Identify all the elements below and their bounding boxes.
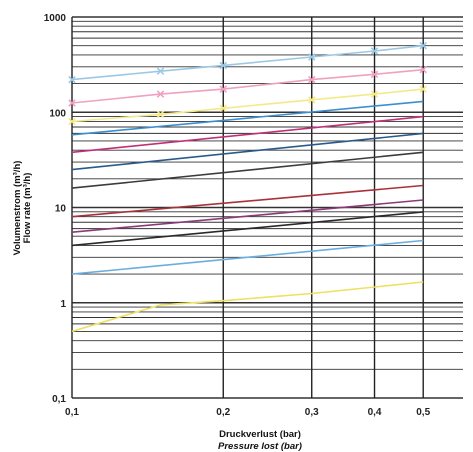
series-point-1	[419, 41, 427, 50]
y-tick-label: 100	[49, 108, 66, 119]
x-tick-label: 0,4	[368, 407, 382, 418]
tick-labels: 0,1 1 10 100 1000 0,1 0,2 0,3 0,4 0,5	[44, 13, 431, 418]
series-point-3	[307, 96, 316, 104]
series-line-2	[71, 68, 424, 104]
series-point-1	[370, 47, 379, 55]
grid	[71, 16, 463, 399]
series-point-3	[68, 117, 76, 126]
series-lines	[68, 41, 427, 333]
y-axis-title-en: Flow rate (m³/h)	[22, 173, 33, 244]
series-line-8	[71, 184, 424, 218]
series-line-11	[71, 239, 424, 275]
y-tick-label: 0,1	[52, 394, 66, 405]
series-line-5	[71, 115, 424, 154]
x-tick-label: 0,3	[305, 407, 319, 418]
series-point-2	[370, 70, 379, 79]
series-point-1	[219, 61, 228, 70]
x-axis-title: Druckverlust (bar)	[219, 429, 301, 440]
series-point-1	[68, 75, 76, 84]
x-tick-label: 0,1	[65, 407, 79, 418]
series-line-10	[71, 211, 424, 247]
series-point-3	[156, 110, 165, 119]
series-line-7	[71, 151, 424, 189]
series-line-4	[71, 100, 424, 136]
series-point-3	[219, 104, 228, 113]
y-tick-label: 1000	[44, 13, 67, 24]
series-point-2	[156, 90, 165, 98]
series-point-2	[219, 85, 228, 93]
series-point-2	[68, 99, 76, 107]
x-axis-title-en: Pressure lost (bar)	[218, 441, 302, 452]
series-point-2	[419, 65, 427, 74]
series-line-6	[71, 132, 424, 171]
series-point-1	[307, 53, 316, 61]
y-axis-title: Volumenstrom (m³/h)	[12, 161, 23, 256]
series-point-3	[419, 85, 427, 93]
series-line-1	[71, 44, 424, 81]
x-tick-label: 0,5	[416, 407, 430, 418]
series-line-12	[71, 281, 424, 333]
y-tick-label: 10	[55, 204, 67, 215]
series-line-9	[71, 199, 424, 233]
series-line-3	[71, 88, 424, 123]
series-point-3	[370, 90, 379, 98]
x-tick-label: 0,2	[216, 407, 230, 418]
series-point-1	[156, 67, 165, 75]
y-tick-label: 1	[60, 299, 66, 310]
series-point-2	[307, 75, 316, 84]
